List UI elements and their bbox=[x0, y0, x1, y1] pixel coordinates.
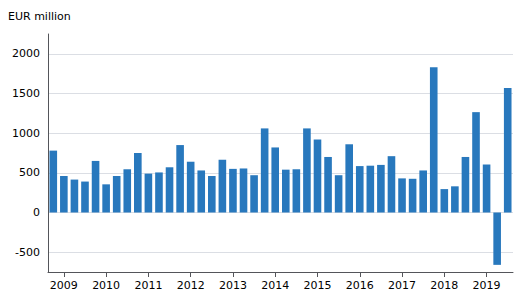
svg-text:-500: -500 bbox=[15, 246, 40, 259]
svg-text:2018: 2018 bbox=[430, 279, 458, 292]
svg-text:1500: 1500 bbox=[12, 87, 40, 100]
svg-text:2012: 2012 bbox=[177, 279, 205, 292]
svg-text:2000: 2000 bbox=[12, 47, 40, 60]
svg-text:2014: 2014 bbox=[261, 279, 289, 292]
svg-text:500: 500 bbox=[19, 166, 40, 179]
svg-text:EUR million: EUR million bbox=[8, 10, 71, 23]
svg-text:2009: 2009 bbox=[50, 279, 78, 292]
svg-text:2015: 2015 bbox=[303, 279, 331, 292]
svg-text:2017: 2017 bbox=[388, 279, 416, 292]
svg-text:2016: 2016 bbox=[346, 279, 374, 292]
svg-text:2011: 2011 bbox=[134, 279, 162, 292]
svg-text:2013: 2013 bbox=[219, 279, 247, 292]
svg-text:2010: 2010 bbox=[92, 279, 120, 292]
svg-text:2019: 2019 bbox=[473, 279, 501, 292]
svg-text:0: 0 bbox=[33, 206, 40, 219]
svg-text:1000: 1000 bbox=[12, 127, 40, 140]
